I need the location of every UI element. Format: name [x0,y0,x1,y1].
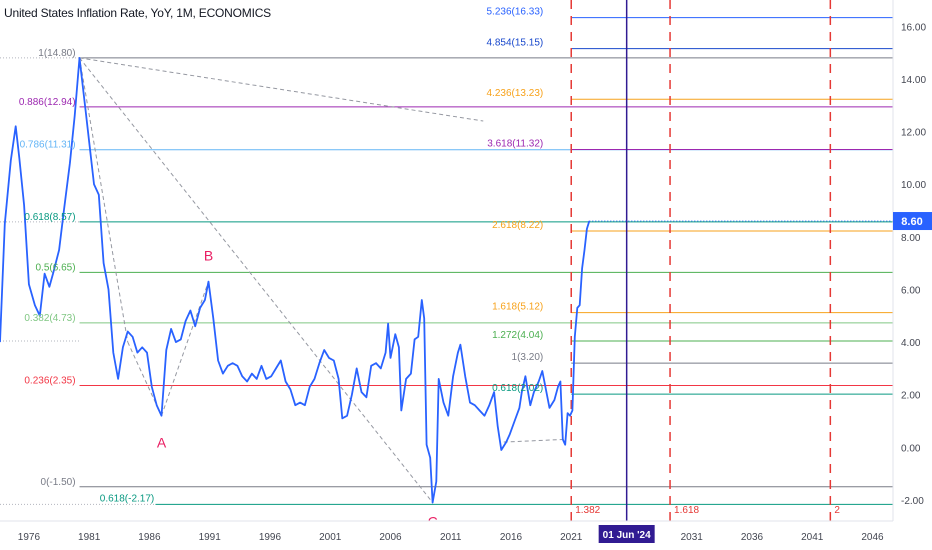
trend-line-dashed [79,57,484,122]
fib-extension-label: 1.618(5.12) [492,302,543,313]
y-tick-label: 12.00 [901,128,926,139]
fib-level-label: 0.886(12.94) [19,97,76,108]
trend-line-dashed [79,57,434,503]
fib-extension-label: 0.618(2.02) [492,383,543,394]
y-tick-label: -2.00 [901,496,924,507]
x-tick-label: 2021 [560,532,583,543]
trend-lines-group [79,57,565,503]
fib-extension-label: 5.236(16.33) [487,7,544,18]
x-tick-label: 2036 [741,532,764,543]
fib-level-label: 0.618(8.57) [24,212,75,223]
x-tick-label: 1991 [199,532,222,543]
fib-extension-label: 4.854(15.15) [487,38,544,49]
x-tick-label: 2031 [681,532,704,543]
x-tick-label: 1976 [18,532,41,543]
y-tick-label: 14.00 [901,75,926,86]
x-tick-label: 2001 [319,532,342,543]
x-tick-label: 2041 [801,532,824,543]
time-fib-label: 1.618 [674,505,699,516]
fib-level-label: 0.236(2.35) [24,375,75,386]
fib-extension-label: 1.272(4.04) [492,330,543,341]
current-date-label: 01 Jun '24 [603,530,651,541]
current-price-label: 8.60 [901,216,922,228]
time-axis-bg [0,521,932,550]
time-fib-group [570,0,832,521]
x-tick-label: 1996 [259,532,282,543]
x-tick-label: 2016 [500,532,523,543]
fib-level-label: 0.382(4.73) [24,313,75,324]
y-tick-label: 16.00 [901,22,926,33]
fib-extension-label: 1(3.20) [512,352,544,363]
wave-label-b: B [204,248,213,264]
fib-extension-label: 3.618(11.32) [487,138,543,149]
time-fib-label: 1.382 [575,505,600,516]
x-tick-label: 1981 [78,532,101,543]
trend-line-dashed [503,438,565,443]
current-price-badge [893,212,932,231]
current-date-badge [598,525,655,543]
y-tick-label: 0.00 [901,443,921,454]
y-tick-label: 4.00 [901,338,921,349]
fib-extension-label: 4.236(13.23) [487,88,544,99]
trend-line-dashed [161,281,209,416]
inflation-series-line [0,57,591,504]
fib-extension-group [155,17,893,505]
x-tick-label: 2046 [861,532,884,543]
x-tick-label: 1986 [138,532,161,543]
fib-retracement-group [0,57,893,505]
trend-line-dashed [79,57,129,343]
y-tick-label: 2.00 [901,391,921,402]
fib-extension-label: 2.618(8.22) [492,220,543,231]
chart-title: United States Inflation Rate, YoY, 1M, E… [4,6,271,20]
fib-extension-label: 0.618(-2.17) [100,493,154,504]
y-tick-label: 8.00 [901,233,921,244]
fib-level-label: 0.5(6.65) [36,262,76,273]
labels-group: 1(14.80) 0.886(12.94) 0.786(11.31) 0.618(8.… [19,7,841,530]
wave-label-a: A [157,434,167,450]
fib-level-label: 1(14.80) [38,48,75,59]
price-axis-bg [893,0,932,550]
time-fib-label: 2 [834,505,840,516]
series-group [0,57,893,504]
x-tick-label: 2006 [379,532,402,543]
y-tick-label: 10.00 [901,180,926,191]
y-tick-label: 6.00 [901,285,921,296]
x-tick-label: 2011 [440,532,462,543]
fib-level-label: 0.786(11.31) [20,140,76,151]
fib-level-label: 0(-1.50) [41,477,76,488]
